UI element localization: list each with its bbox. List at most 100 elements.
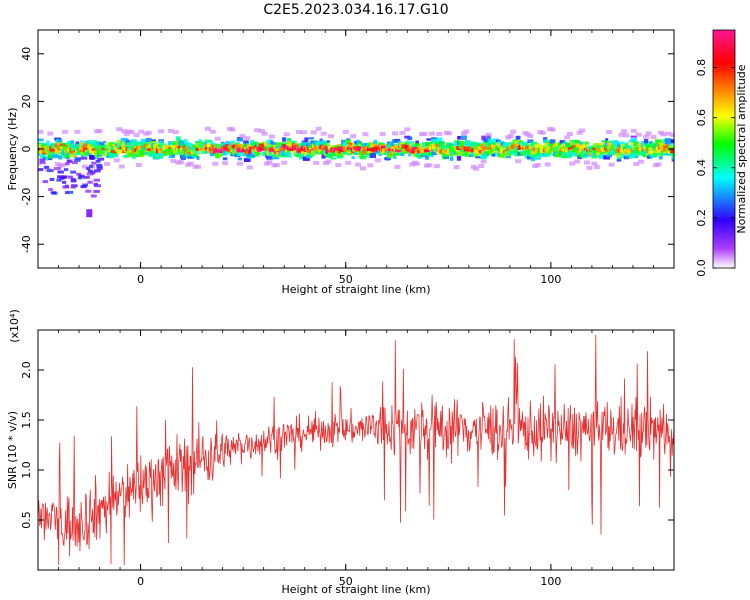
spectrogram-cell <box>101 147 108 151</box>
spectrogram-cell <box>646 155 651 159</box>
spectrogram-cell <box>588 145 596 148</box>
spectrogram-cell <box>70 170 77 174</box>
spectrogram-cell <box>195 164 202 169</box>
spectrogram-cell <box>207 140 213 144</box>
spectrogram-cell <box>426 142 433 146</box>
spectrogram-cell <box>515 159 522 164</box>
spectrogram-cell <box>504 147 508 152</box>
spectrogram-cell <box>618 141 625 145</box>
spectrogram-cell <box>566 131 573 136</box>
spectrogram-cell <box>408 153 412 157</box>
spectrogram-cell <box>345 139 351 144</box>
spectrogram-cell <box>254 152 260 157</box>
spectrogram-cell <box>574 139 580 144</box>
spectrogram-cell <box>608 162 615 167</box>
spectrogram-cell <box>559 145 566 149</box>
spectrogram-cell <box>150 140 157 145</box>
spectrogram-cell <box>308 137 314 140</box>
spectrogram-cell <box>96 163 103 167</box>
spectrogram-cell <box>534 156 542 160</box>
spectrogram-cell <box>234 142 240 145</box>
spectrogram-cell <box>93 182 99 186</box>
spectrogram-cell <box>194 150 202 154</box>
spectrogram-cell <box>296 150 302 156</box>
spectrogram-cell <box>181 141 185 146</box>
spectrogram-cell <box>85 140 90 146</box>
spectrogram-cell <box>62 129 69 134</box>
snr-xtick-label: 50 <box>339 575 353 588</box>
spectrogram-cell <box>351 156 355 160</box>
spectrogram-cell <box>477 152 481 156</box>
spectrogram-cell <box>99 144 105 150</box>
spectrogram-cell <box>90 194 97 198</box>
spectrogram-cell <box>198 150 203 153</box>
spectrogram-cell <box>38 168 44 172</box>
spectrogram-cell <box>80 185 87 189</box>
spectrogram-cell <box>197 142 204 145</box>
spectrogram-cell <box>136 147 142 153</box>
spectrogram-cell <box>88 145 96 151</box>
spectrogram-cell <box>209 129 216 134</box>
spectrogram-cell <box>261 131 268 136</box>
spectrogram-cell <box>166 146 171 152</box>
spectrogram-cell <box>456 141 462 145</box>
spectrogram-cell <box>602 144 607 148</box>
spectrogram-cell <box>345 160 352 165</box>
spectrogram-cell <box>93 178 100 182</box>
spectrogram-cell <box>158 129 165 134</box>
spectrogram-cell <box>231 142 239 146</box>
spectrogram-cell <box>91 161 97 165</box>
spectrogram-cell <box>617 142 621 147</box>
spectrogram-cell <box>623 133 630 138</box>
spectrogram-cell <box>606 130 613 135</box>
snr-panel: 0 50 100 0.5 1.0 1.5 2.0 Height of straight li… <box>6 309 675 596</box>
spectrogram-cell <box>245 140 249 144</box>
spectrogram-cell <box>229 127 236 132</box>
spectrogram-cell <box>46 145 50 150</box>
spectrogram-cell <box>567 154 572 159</box>
spectrogram-cell <box>666 144 671 147</box>
spectrogram-cell <box>611 140 618 143</box>
spectrogram-cell <box>67 175 74 179</box>
spectrogram-cell <box>283 132 290 137</box>
spectrogram-cell <box>435 142 439 146</box>
spectrogram-cell <box>521 141 529 146</box>
spectrogram-cell <box>399 130 406 135</box>
spectrogram-cell <box>281 142 287 146</box>
spectrogram-cell <box>95 155 99 159</box>
spectrogram-cell <box>379 132 386 137</box>
spectrogram-xtick-label: 100 <box>540 273 561 286</box>
spectrogram-cell <box>118 164 125 169</box>
spectrogram-cell <box>414 161 421 166</box>
spectrogram-cell <box>188 143 193 146</box>
colorbar: 0.0 0.2 0.4 0.6 0.8 Normalized spectral ampl… <box>695 29 748 277</box>
spectrogram-cell <box>626 145 631 151</box>
spectrogram-cell <box>579 128 586 133</box>
spectrogram-cell <box>513 151 518 157</box>
spectrogram-cell <box>668 143 673 147</box>
spectrogram-cell <box>264 149 270 153</box>
spectrogram-cell <box>593 165 600 170</box>
spectrogram-cell <box>671 156 674 160</box>
spectrogram-cell <box>264 146 269 151</box>
colorbar-label: Normalized spectral amplitude <box>735 64 748 233</box>
spectrogram-cell <box>595 147 603 153</box>
spectrogram-cell <box>86 167 91 171</box>
spectrogram-cell <box>79 149 86 152</box>
spectrogram-cell <box>42 143 49 147</box>
spectrogram-cell <box>650 134 657 139</box>
spectrogram-cell <box>325 159 332 164</box>
colorbar-tick-label: 0.4 <box>695 159 708 177</box>
spectrogram-cell <box>246 165 253 170</box>
spectrogram-cell <box>67 141 73 146</box>
spectrogram-ticks: 0 50 100 -40 -20 0 20 40 <box>20 30 675 286</box>
spectrogram-cell <box>430 138 438 143</box>
spectrogram-cell <box>601 140 607 143</box>
spectrogram-cell <box>61 180 67 184</box>
spectrogram-cell <box>172 141 180 144</box>
spectrogram-cell <box>377 146 383 151</box>
spectrogram-cell <box>63 168 69 172</box>
spectrogram-cell <box>400 153 405 157</box>
spectrogram-cell <box>655 162 662 167</box>
spectrogram-cell <box>156 144 161 150</box>
